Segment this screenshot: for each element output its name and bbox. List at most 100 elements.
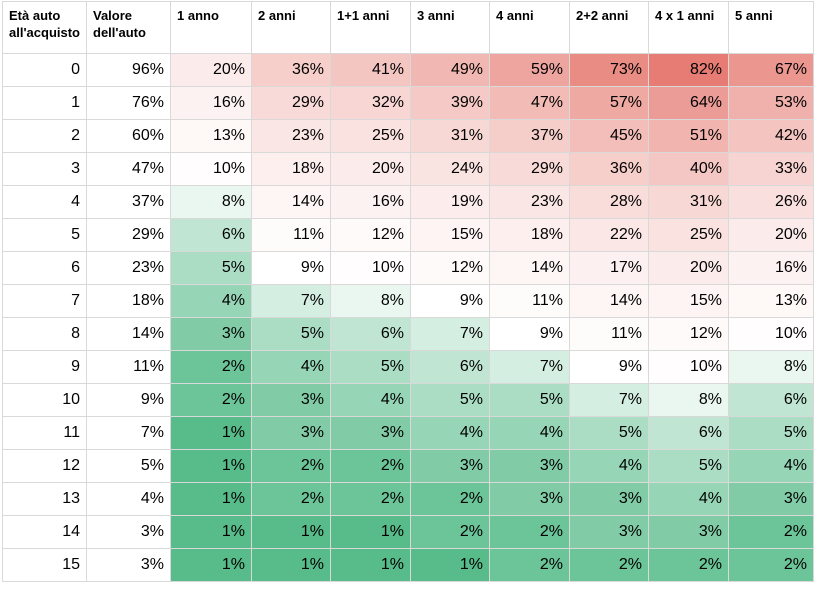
- percentage-cell[interactable]: 7%: [489, 350, 570, 384]
- column-header[interactable]: 4 x 1 anni: [648, 1, 729, 54]
- percentage-cell[interactable]: 29%: [489, 152, 570, 186]
- percentage-cell[interactable]: 10%: [728, 317, 814, 351]
- percentage-cell[interactable]: 1%: [170, 416, 252, 450]
- percentage-cell[interactable]: 24%: [410, 152, 490, 186]
- percentage-cell[interactable]: 14%: [489, 251, 570, 285]
- column-header[interactable]: 5 anni: [728, 1, 814, 54]
- percentage-cell[interactable]: 20%: [648, 251, 729, 285]
- percentage-cell[interactable]: 20%: [170, 53, 252, 87]
- percentage-cell[interactable]: 2%: [728, 515, 814, 549]
- percentage-cell[interactable]: 8%: [330, 284, 411, 318]
- percentage-cell[interactable]: 18%: [489, 218, 570, 252]
- percentage-cell[interactable]: 13%: [728, 284, 814, 318]
- percentage-cell[interactable]: 39%: [410, 86, 490, 120]
- percentage-cell[interactable]: 1%: [410, 548, 490, 582]
- percentage-cell[interactable]: 23%: [489, 185, 570, 219]
- percentage-cell[interactable]: 23%: [251, 119, 331, 153]
- percentage-cell[interactable]: 11%: [251, 218, 331, 252]
- percentage-cell[interactable]: 2%: [489, 548, 570, 582]
- percentage-cell[interactable]: 11%: [569, 317, 649, 351]
- percentage-cell[interactable]: 3%: [330, 416, 411, 450]
- percentage-cell[interactable]: 4%: [489, 416, 570, 450]
- percentage-cell[interactable]: 2%: [170, 383, 252, 417]
- percentage-cell[interactable]: 20%: [330, 152, 411, 186]
- percentage-cell[interactable]: 14%: [251, 185, 331, 219]
- age-cell[interactable]: 0: [2, 53, 87, 87]
- age-cell[interactable]: 1: [2, 86, 87, 120]
- percentage-cell[interactable]: 3%: [648, 515, 729, 549]
- column-header[interactable]: 3 anni: [410, 1, 490, 54]
- percentage-cell[interactable]: 2%: [330, 482, 411, 516]
- value-cell[interactable]: 14%: [86, 317, 171, 351]
- percentage-cell[interactable]: 2%: [170, 350, 252, 384]
- percentage-cell[interactable]: 4%: [648, 482, 729, 516]
- percentage-cell[interactable]: 9%: [410, 284, 490, 318]
- percentage-cell[interactable]: 64%: [648, 86, 729, 120]
- percentage-cell[interactable]: 4%: [251, 350, 331, 384]
- percentage-cell[interactable]: 6%: [170, 218, 252, 252]
- percentage-cell[interactable]: 57%: [569, 86, 649, 120]
- percentage-cell[interactable]: 2%: [251, 482, 331, 516]
- percentage-cell[interactable]: 25%: [330, 119, 411, 153]
- percentage-cell[interactable]: 2%: [251, 449, 331, 483]
- percentage-cell[interactable]: 82%: [648, 53, 729, 87]
- percentage-cell[interactable]: 1%: [330, 548, 411, 582]
- age-cell[interactable]: 14: [2, 515, 87, 549]
- percentage-cell[interactable]: 53%: [728, 86, 814, 120]
- percentage-cell[interactable]: 59%: [489, 53, 570, 87]
- percentage-cell[interactable]: 15%: [410, 218, 490, 252]
- column-header[interactable]: 2+2 anni: [569, 1, 649, 54]
- age-cell[interactable]: 8: [2, 317, 87, 351]
- percentage-cell[interactable]: 4%: [728, 449, 814, 483]
- value-cell[interactable]: 29%: [86, 218, 171, 252]
- percentage-cell[interactable]: 7%: [410, 317, 490, 351]
- percentage-cell[interactable]: 9%: [251, 251, 331, 285]
- value-cell[interactable]: 37%: [86, 185, 171, 219]
- value-cell[interactable]: 5%: [86, 449, 171, 483]
- percentage-cell[interactable]: 1%: [170, 548, 252, 582]
- percentage-cell[interactable]: 16%: [728, 251, 814, 285]
- percentage-cell[interactable]: 19%: [410, 185, 490, 219]
- percentage-cell[interactable]: 4%: [410, 416, 490, 450]
- percentage-cell[interactable]: 2%: [489, 515, 570, 549]
- value-cell[interactable]: 4%: [86, 482, 171, 516]
- column-header[interactable]: 1 anno: [170, 1, 252, 54]
- age-cell[interactable]: 6: [2, 251, 87, 285]
- percentage-cell[interactable]: 3%: [410, 449, 490, 483]
- percentage-cell[interactable]: 5%: [728, 416, 814, 450]
- percentage-cell[interactable]: 6%: [728, 383, 814, 417]
- column-header[interactable]: Valore dell'auto: [86, 1, 171, 54]
- age-cell[interactable]: 5: [2, 218, 87, 252]
- percentage-cell[interactable]: 32%: [330, 86, 411, 120]
- percentage-cell[interactable]: 9%: [489, 317, 570, 351]
- value-cell[interactable]: 3%: [86, 515, 171, 549]
- percentage-cell[interactable]: 36%: [251, 53, 331, 87]
- percentage-cell[interactable]: 15%: [648, 284, 729, 318]
- age-cell[interactable]: 4: [2, 185, 87, 219]
- percentage-cell[interactable]: 3%: [251, 416, 331, 450]
- percentage-cell[interactable]: 1%: [251, 548, 331, 582]
- percentage-cell[interactable]: 12%: [648, 317, 729, 351]
- percentage-cell[interactable]: 3%: [489, 449, 570, 483]
- column-header[interactable]: 1+1 anni: [330, 1, 411, 54]
- percentage-cell[interactable]: 7%: [251, 284, 331, 318]
- percentage-cell[interactable]: 11%: [489, 284, 570, 318]
- percentage-cell[interactable]: 6%: [410, 350, 490, 384]
- percentage-cell[interactable]: 5%: [410, 383, 490, 417]
- percentage-cell[interactable]: 25%: [648, 218, 729, 252]
- percentage-cell[interactable]: 22%: [569, 218, 649, 252]
- value-cell[interactable]: 76%: [86, 86, 171, 120]
- value-cell[interactable]: 18%: [86, 284, 171, 318]
- age-cell[interactable]: 12: [2, 449, 87, 483]
- percentage-cell[interactable]: 18%: [251, 152, 331, 186]
- percentage-cell[interactable]: 29%: [251, 86, 331, 120]
- percentage-cell[interactable]: 41%: [330, 53, 411, 87]
- percentage-cell[interactable]: 3%: [170, 317, 252, 351]
- percentage-cell[interactable]: 5%: [330, 350, 411, 384]
- column-header[interactable]: Età auto all'acquisto: [2, 1, 87, 54]
- percentage-cell[interactable]: 1%: [330, 515, 411, 549]
- percentage-cell[interactable]: 3%: [489, 482, 570, 516]
- percentage-cell[interactable]: 8%: [648, 383, 729, 417]
- percentage-cell[interactable]: 49%: [410, 53, 490, 87]
- percentage-cell[interactable]: 2%: [410, 482, 490, 516]
